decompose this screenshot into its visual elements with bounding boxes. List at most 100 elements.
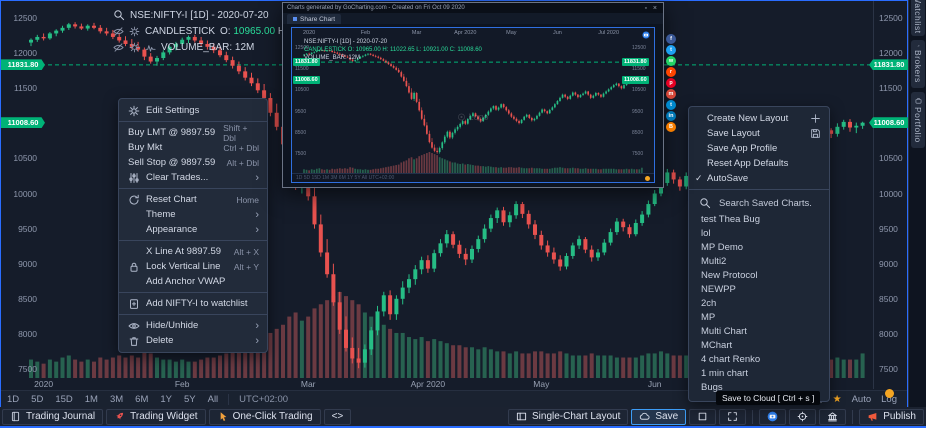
symbol-search-icon[interactable] bbox=[113, 9, 125, 21]
square-button[interactable] bbox=[689, 408, 717, 425]
context-menu-item[interactable]: Buy LMT @ 9897.59 Shift + Dbl bbox=[119, 123, 267, 143]
context-menu-item[interactable]: Theme › bbox=[119, 207, 267, 222]
target-button[interactable] bbox=[789, 408, 817, 425]
preview-price-label: 7500 bbox=[295, 151, 307, 157]
price-tick-label: 7500 bbox=[18, 364, 37, 374]
share-twitter-icon[interactable]: t bbox=[666, 45, 676, 55]
share-telegram-icon[interactable]: t bbox=[666, 100, 676, 110]
publish-button[interactable]: Publish bbox=[859, 408, 924, 425]
auto-scale-toggle[interactable]: Auto bbox=[851, 393, 872, 405]
context-menu-item[interactable]: Edit Settings bbox=[119, 103, 267, 118]
share-gmail-icon[interactable]: m bbox=[666, 89, 676, 99]
saved-chart-item[interactable]: 4 chart Renko bbox=[701, 354, 761, 365]
sidebar-tab-watchlist[interactable]: Watchlist bbox=[911, 0, 925, 36]
timeframe-15d[interactable]: 15D bbox=[55, 393, 73, 405]
share-linkedin-icon[interactable]: in bbox=[666, 111, 676, 121]
timeframe-5y[interactable]: 5Y bbox=[183, 393, 196, 405]
price-tick-label: 10500 bbox=[13, 153, 37, 164]
menu-item-label: Appearance bbox=[146, 224, 198, 235]
bank-button[interactable] bbox=[819, 408, 847, 425]
timeframe-3m[interactable]: 3M bbox=[109, 393, 124, 405]
favorite-star-icon[interactable]: ★ bbox=[832, 393, 842, 405]
menu-item-label: Add Anchor VWAP bbox=[146, 276, 226, 287]
menu-divider bbox=[689, 189, 829, 190]
saved-charts-search[interactable]: Search Saved Charts. bbox=[689, 193, 829, 213]
layout-menu-item[interactable]: Save App Profile bbox=[689, 141, 829, 156]
preview-tab[interactable]: Share Chart bbox=[287, 14, 342, 24]
save-button[interactable]: Save bbox=[631, 408, 687, 425]
timeframe-1d[interactable]: 1D bbox=[7, 393, 20, 405]
share-facebook-icon[interactable]: f bbox=[666, 34, 676, 44]
saved-chart-item[interactable]: 2ch bbox=[701, 298, 717, 309]
saved-chart-item[interactable]: NEWPP bbox=[701, 284, 736, 295]
expand-button[interactable] bbox=[719, 408, 747, 425]
context-menu-item[interactable]: Add NIFTY-I to watchlist bbox=[119, 296, 267, 311]
layout-menu-item[interactable]: Reset App Defaults bbox=[689, 156, 829, 171]
share-reddit-icon[interactable]: r bbox=[666, 67, 676, 77]
context-menu-item[interactable]: Reset Chart Home bbox=[119, 192, 267, 207]
sidebar-tab-brokers[interactable]: Brokers bbox=[911, 40, 925, 88]
-button[interactable]: <> bbox=[323, 408, 352, 425]
hide-indicator-icon[interactable] bbox=[113, 26, 124, 37]
timeframe-all[interactable]: All bbox=[207, 393, 219, 405]
camera-button[interactable] bbox=[759, 408, 787, 425]
menu-item-shortcut: Alt + Y bbox=[233, 261, 259, 272]
share-blogger-icon[interactable]: B bbox=[666, 122, 676, 132]
trash-icon bbox=[128, 335, 140, 347]
context-menu-item[interactable]: Add Anchor VWAP bbox=[119, 274, 267, 289]
saved-chart-item[interactable]: MP Demo bbox=[701, 242, 744, 253]
timeframe-1y[interactable]: 1Y bbox=[160, 393, 172, 405]
saved-chart-item[interactable]: test Thea Bug bbox=[701, 214, 760, 225]
price-tick-label: 9000 bbox=[879, 258, 898, 269]
context-menu-item[interactable]: Lock Vertical Line Alt + Y bbox=[119, 259, 267, 274]
snapshot-camera-icon[interactable] bbox=[642, 31, 650, 39]
bottom-toolbar: Trading Journal Trading Widget One-Click T… bbox=[0, 407, 926, 428]
preview-close-icon[interactable]: × bbox=[652, 4, 659, 12]
sidebar-tab-portfolio[interactable]: Portfolio bbox=[911, 92, 925, 148]
submenu-chevron-icon: › bbox=[255, 319, 259, 332]
context-menu-item[interactable]: Buy Mkt Ctrl + Dbl bbox=[119, 140, 267, 155]
trading-journal-button[interactable]: Trading Journal bbox=[2, 408, 104, 425]
timeframe-6m[interactable]: 6M bbox=[135, 393, 149, 405]
saved-chart-item[interactable]: Multi Chart bbox=[701, 326, 747, 337]
context-menu-item[interactable]: Delete › bbox=[119, 333, 267, 348]
share-pinterest-icon[interactable]: p bbox=[666, 78, 676, 88]
share-whatsapp-icon[interactable]: w bbox=[666, 56, 676, 66]
volume-settings-icon[interactable] bbox=[129, 42, 140, 53]
timeframe-5d[interactable]: 5D bbox=[31, 393, 44, 405]
menu-item-label: Clear Trades... bbox=[146, 172, 209, 183]
sliders-icon bbox=[128, 172, 140, 184]
saved-chart-item[interactable]: MChart bbox=[701, 340, 733, 351]
preview-titlebar[interactable]: Charts generated by GoCharting.com - Cre… bbox=[283, 3, 663, 13]
trading-widget-button[interactable]: Trading Widget bbox=[106, 408, 206, 425]
saved-chart-item[interactable]: MP bbox=[701, 312, 716, 323]
saved-chart-item[interactable]: lol bbox=[701, 228, 711, 239]
single-chart-layout-button[interactable]: Single-Chart Layout bbox=[508, 408, 629, 425]
hide-volume-icon[interactable] bbox=[113, 42, 124, 53]
floppy-icon bbox=[810, 128, 821, 139]
right-sidebar: Watchlist Brokers Portfolio bbox=[908, 0, 926, 407]
layout-menu-item[interactable]: Create New Layout bbox=[689, 111, 829, 126]
timezone-label[interactable]: UTC+02:00 bbox=[228, 393, 298, 405]
context-menu-item[interactable]: X Line At 9897.59 Alt + X bbox=[119, 244, 267, 259]
preview-notification-dot bbox=[645, 175, 650, 181]
preview-date-label: Mar bbox=[411, 30, 422, 36]
context-menu-item[interactable]: Clear Trades... › bbox=[119, 170, 267, 185]
preview-resize-icon[interactable]: ▫ bbox=[644, 4, 649, 12]
preview-window[interactable]: Charts generated by GoCharting.com - Cre… bbox=[282, 2, 664, 188]
indicator-settings-icon[interactable] bbox=[129, 26, 140, 37]
context-menu-item[interactable]: Hide/Unhide › bbox=[119, 318, 267, 333]
saved-chart-item[interactable]: New Protocol bbox=[701, 270, 758, 281]
saved-chart-item[interactable]: Multi2 bbox=[701, 256, 727, 267]
one-click-trading-button[interactable]: One-Click Trading bbox=[208, 408, 321, 425]
log-scale-toggle[interactable]: Log bbox=[881, 393, 897, 405]
saved-chart-item[interactable]: 1 min chart bbox=[701, 368, 748, 379]
layout-menu-item[interactable]: ✓ AutoSave bbox=[689, 171, 829, 186]
context-menu-item[interactable]: Appearance › bbox=[119, 222, 267, 237]
context-menu-item[interactable]: Sell Stop @ 9897.59 Alt + Dbl bbox=[119, 155, 267, 170]
timeframe-1m[interactable]: 1M bbox=[84, 393, 98, 405]
saved-chart-item[interactable]: Bugs bbox=[701, 382, 723, 393]
layout-menu-item[interactable]: Save Layout bbox=[689, 126, 829, 141]
main-chart-canvas[interactable] bbox=[1, 1, 909, 389]
notification-fab[interactable] bbox=[885, 389, 894, 398]
